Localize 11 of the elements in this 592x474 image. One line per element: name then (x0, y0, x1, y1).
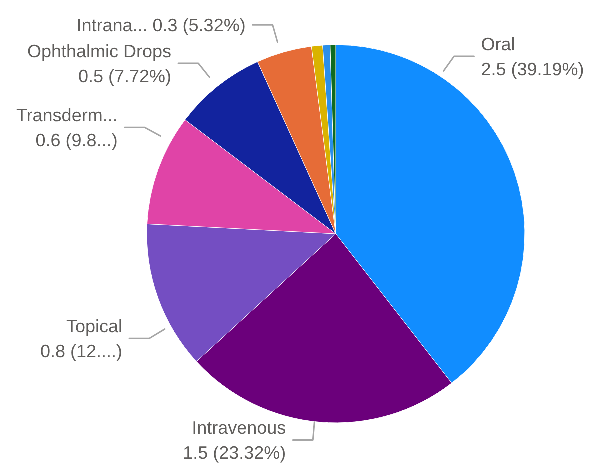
slice-label: Topical (66, 316, 123, 336)
slice-label: Intravenous (192, 418, 286, 438)
slice-label: Ophthalmic Drops (27, 41, 172, 62)
data-label: 0.8 (12....) (40, 341, 123, 362)
slice-label: Transderm... (16, 105, 118, 126)
slice-label: Oral (481, 34, 516, 54)
data-label: 1.5 (23.32%) (183, 443, 286, 464)
data-label: 0.6 (9.8...) (36, 130, 118, 150)
data-label: 2.5 (39.19%) (481, 59, 584, 80)
data-label: 0.5 (7.72%) (78, 66, 172, 86)
slice-label: Intrana... 0.3 (5.32%) (76, 15, 246, 36)
